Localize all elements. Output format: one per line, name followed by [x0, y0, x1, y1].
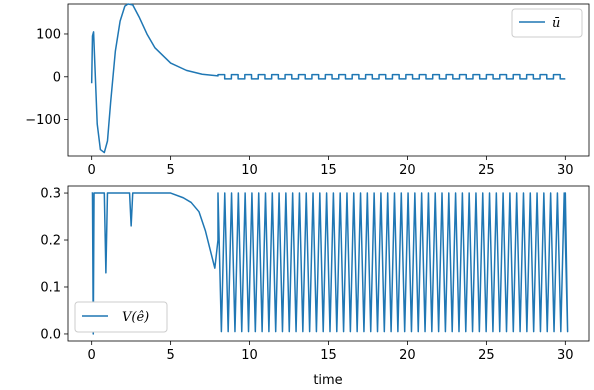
top-x-tick-label: 10	[241, 163, 258, 178]
top-series-line	[90, 3, 566, 154]
bottom-y-tick-label: 0.3	[40, 187, 61, 202]
top-chart: 0 5 10 15 20 25 30 −100 0 100 ū	[25, 3, 590, 178]
bottom-series	[91, 192, 569, 335]
top-legend: ū	[511, 8, 583, 38]
bottom-x-tick-label: 20	[399, 348, 416, 363]
bottom-legend: V(ê)	[74, 301, 168, 333]
bottom-x-tick-label: 0	[88, 348, 96, 363]
top-series	[90, 3, 566, 154]
bottom-x-tick-label: 5	[166, 348, 174, 363]
top-x-tick-label: 15	[320, 163, 337, 178]
top-y-tick-label: 100	[36, 27, 61, 42]
bottom-legend-box	[74, 301, 168, 333]
top-x-tick-label: 0	[88, 163, 96, 178]
bottom-x-tick-label: 15	[320, 348, 337, 363]
bottom-y-tick-label: 0.0	[40, 327, 61, 342]
top-x-tick-label: 25	[478, 163, 495, 178]
bottom-legend-label: V(ê)	[122, 310, 149, 325]
bottom-x-axis-label: time	[313, 373, 342, 388]
top-x-tick-label: 30	[557, 163, 574, 178]
bottom-x-tick-label: 10	[241, 348, 258, 363]
top-legend-label: ū	[552, 16, 560, 31]
top-x-tick-label: 20	[399, 163, 416, 178]
top-axis-ticks: 0 5 10 15 20 25 30 −100 0 100	[25, 27, 573, 178]
bottom-x-tick-label: 30	[557, 348, 574, 363]
top-plot-frame	[67, 3, 590, 157]
bottom-axis-ticks: 0 5 10 15 20 25 30 0.0 0.1 0.2 0.3	[40, 187, 573, 363]
top-legend-box	[511, 8, 583, 38]
bottom-chart: 0 5 10 15 20 25 30 0.0 0.1 0.2 0.3 V(ê) time	[40, 185, 590, 388]
bottom-x-tick-label: 25	[478, 348, 495, 363]
top-y-tick-label: 0	[53, 70, 61, 85]
bottom-y-tick-label: 0.2	[40, 234, 61, 249]
bottom-y-tick-label: 0.1	[40, 280, 61, 295]
bottom-series-line	[91, 192, 569, 335]
top-y-tick-label: −100	[25, 113, 61, 128]
top-x-tick-label: 5	[166, 163, 174, 178]
